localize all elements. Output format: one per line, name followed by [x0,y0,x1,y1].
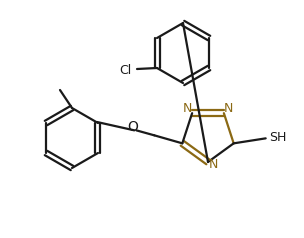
Text: SH: SH [269,131,286,144]
Text: Cl: Cl [119,64,131,78]
Text: N: N [224,102,233,115]
Text: N: N [182,102,192,115]
Text: O: O [127,120,138,134]
Text: N: N [208,159,218,172]
